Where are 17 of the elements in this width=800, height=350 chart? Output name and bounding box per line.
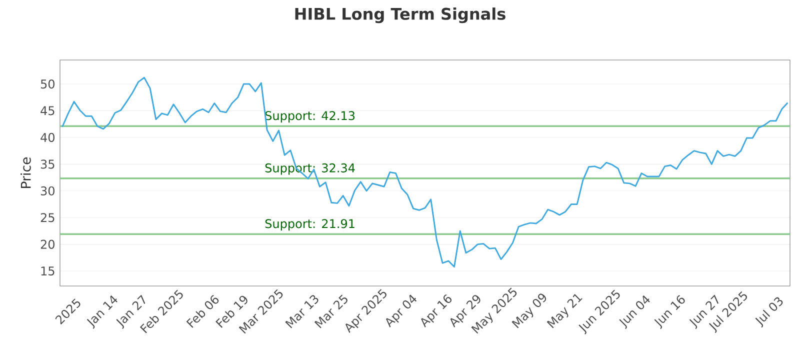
y-tick-label: 35: [40, 160, 54, 169]
ref-line-label: Support: 21.91: [265, 219, 354, 231]
chart-title: HIBL Long Term Signals: [295, 8, 506, 24]
x-tick-label: Jul 03: [755, 297, 783, 328]
x-tick-label: Apr 04: [386, 294, 417, 328]
y-tick-label: 15: [41, 266, 54, 276]
y-tick-label: 20: [40, 240, 54, 249]
y-tick-label: 45: [40, 106, 54, 116]
x-tick-label: Apr 16: [421, 294, 452, 328]
y-tick-label: 50: [40, 80, 54, 89]
y-tick-label: 30: [40, 186, 54, 196]
x-tick-label: Jun 16: [654, 295, 685, 330]
x-tick-label: Jan 14: [86, 295, 118, 329]
y-tick-label: 40: [40, 132, 54, 142]
y-tick-label: 25: [40, 213, 54, 222]
x-tick-label: Jun 04: [619, 295, 650, 330]
y-axis-title: Price: [20, 157, 31, 188]
